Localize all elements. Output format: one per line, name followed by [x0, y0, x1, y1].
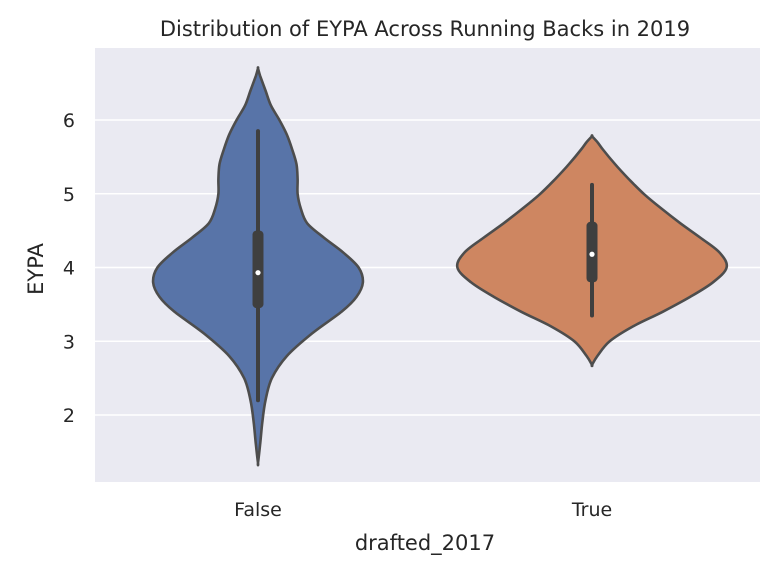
median-dot-true — [589, 251, 595, 257]
y-tick-label-5: 5 — [63, 184, 75, 206]
x-tick-labels: False True — [234, 499, 612, 521]
x-axis-label: drafted_2017 — [355, 531, 495, 556]
violins — [151, 66, 729, 467]
median-dot-false — [255, 270, 261, 276]
iqr-box-false — [252, 230, 264, 309]
y-tick-label-6: 6 — [63, 110, 75, 132]
x-tick-label-true: True — [571, 499, 612, 521]
y-tick-label-3: 3 — [63, 331, 75, 353]
x-tick-label-false: False — [234, 499, 282, 521]
chart-title: Distribution of EYPA Across Running Back… — [160, 17, 690, 41]
y-axis-label: EYPA — [24, 242, 48, 294]
y-tick-label-2: 2 — [63, 405, 75, 427]
y-tick-label-4: 4 — [63, 258, 75, 280]
y-tick-labels: 2 3 4 5 6 — [63, 110, 75, 427]
